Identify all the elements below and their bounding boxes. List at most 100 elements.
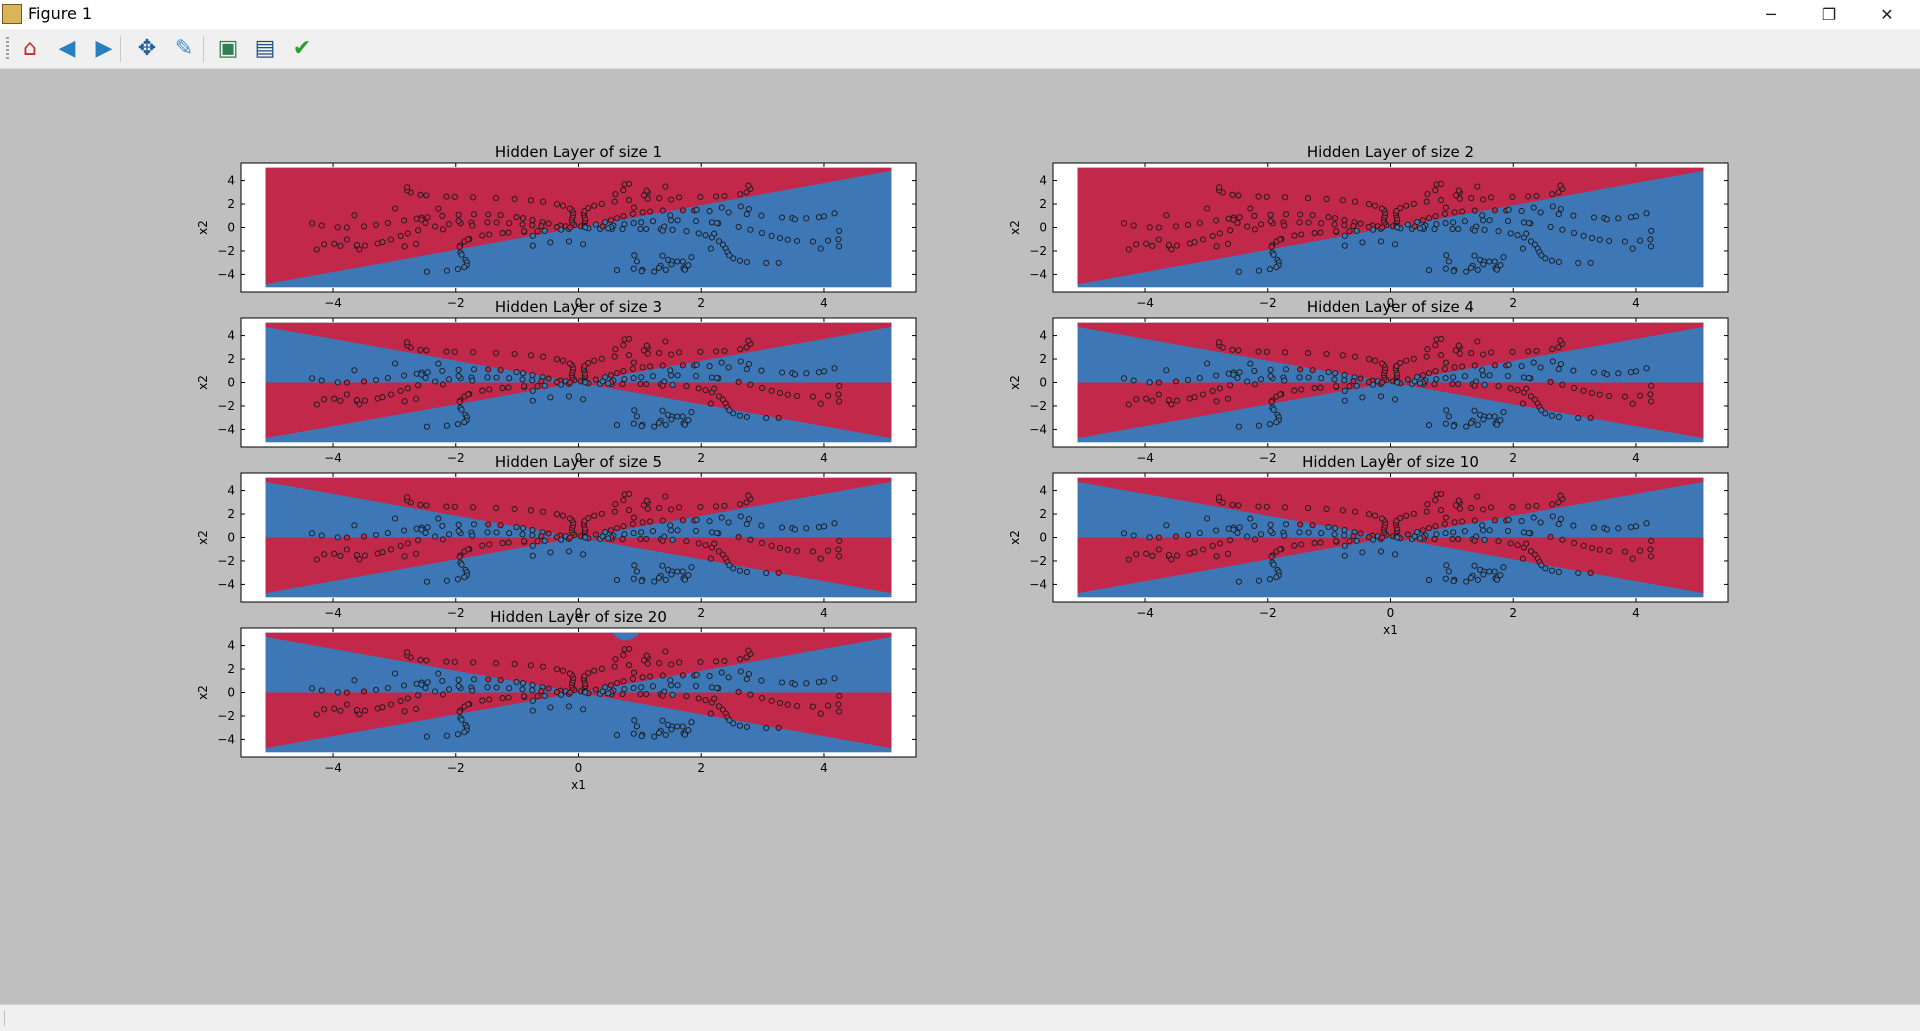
scatter-point [1341, 372, 1348, 379]
scatter-point [1523, 230, 1530, 237]
scatter-point [1431, 381, 1438, 388]
scatter-point [778, 369, 786, 376]
scatter-point [674, 372, 681, 379]
scatter-point [669, 691, 676, 698]
y-tick-label: 2 [1039, 507, 1047, 521]
x-tick-label: −2 [447, 606, 465, 620]
scatter-point [493, 374, 500, 381]
home-button[interactable]: ⌂ [16, 34, 44, 62]
scatter-point [558, 226, 565, 233]
scatter-point [1474, 493, 1481, 500]
scatter-point [659, 537, 666, 544]
close-button[interactable]: ✕ [1880, 5, 1894, 24]
scatter-point [404, 230, 411, 237]
scatter-point [735, 223, 742, 230]
scatter-point [612, 191, 619, 198]
scatter-point [835, 391, 842, 398]
scatter-point [1273, 574, 1280, 581]
scatter-point [1392, 551, 1399, 558]
scatter-point [1547, 378, 1554, 385]
scatter-point [619, 381, 626, 388]
back-button[interactable]: ◀ [53, 34, 81, 62]
zoom-button[interactable]: ✎ [170, 34, 198, 62]
scatter-point [598, 665, 605, 672]
scatter-point [655, 419, 663, 426]
scatter-point [343, 546, 350, 553]
scatter-point [1146, 534, 1153, 541]
scatter-point [1519, 400, 1526, 407]
scatter-point [638, 684, 645, 691]
scatter-point [697, 503, 704, 510]
maximize-button[interactable]: ❐ [1821, 5, 1837, 24]
scatter-point [693, 206, 700, 213]
scatter-point [506, 375, 513, 382]
scatter-point [1648, 537, 1655, 544]
scatter-point [1538, 252, 1545, 259]
scatter-point [415, 537, 422, 544]
scatter-point [647, 208, 654, 215]
pan-button[interactable]: ✥ [133, 34, 161, 62]
scatter-point [1452, 192, 1459, 199]
scatter-point [404, 494, 411, 501]
scatter-point [651, 578, 658, 585]
scatter-point [831, 365, 838, 372]
scatter-point [484, 684, 491, 691]
scatter-point [1468, 195, 1475, 202]
scatter-point [630, 730, 637, 737]
scatter-point [737, 358, 744, 365]
scatter-point [1377, 393, 1385, 400]
minimize-button[interactable]: ─ [1766, 5, 1776, 24]
scatter-point [626, 490, 633, 497]
toolbar-grip[interactable] [6, 37, 9, 61]
scatter-point [497, 677, 504, 684]
scatter-point [1282, 366, 1290, 373]
scatter-point [484, 529, 491, 536]
scatter-point [553, 201, 561, 208]
scatter-point [470, 521, 478, 528]
scatter-point [1557, 515, 1564, 523]
scatter-point [1332, 525, 1339, 532]
subplot-5: −4 −2 0 2 4 4 2 0 −2 −4 Hidden Layer of size 5 x2 [196, 453, 917, 620]
scatter-point [1445, 258, 1452, 265]
scatter-point [656, 350, 663, 357]
scatter-point [451, 348, 458, 355]
scatter-point [1341, 242, 1348, 249]
scatter-point [1263, 348, 1270, 355]
scatter-point [565, 548, 573, 555]
scatter-point [662, 576, 669, 583]
scatter-point [620, 678, 627, 685]
scatter-point [1461, 218, 1468, 225]
scatter-point [1507, 540, 1514, 547]
scatter-point [1432, 342, 1439, 349]
scatter-point [1298, 541, 1305, 548]
scatter-point [1507, 385, 1514, 392]
scatter-point [313, 401, 320, 408]
scatter-point [1149, 552, 1156, 559]
scatter-point [1547, 223, 1554, 230]
scatter-point [1480, 372, 1487, 379]
scatter-point [747, 381, 754, 388]
scatter-point [745, 515, 752, 523]
scatter-point [715, 238, 723, 245]
scatter-point [702, 542, 709, 549]
scatter-point [1575, 259, 1582, 267]
scatter-point [643, 497, 650, 504]
scatter-point [1615, 525, 1622, 532]
scatter-point [707, 245, 714, 252]
scatter-point [1525, 219, 1532, 227]
scatter-point [334, 689, 341, 696]
scatter-point [611, 198, 618, 205]
scatter-point [713, 529, 720, 537]
scatter-point [308, 375, 316, 382]
x-tick-label: −4 [1136, 451, 1154, 465]
forward-button[interactable]: ▶ [90, 34, 118, 62]
subplots-button[interactable]: ▣ [214, 34, 242, 62]
scatter-point [461, 574, 468, 581]
figure-canvas[interactable]: −4 −2 0 2 4 4 2 0 −2 −4 Hidden Layer of size 1 x2 −4… [0, 69, 1920, 1004]
save-button[interactable]: ▤ [251, 34, 279, 62]
scatter-point [1333, 383, 1340, 390]
scatter-point [1346, 538, 1353, 545]
scatter-point [1437, 352, 1445, 359]
edit-check-button[interactable]: ✔ [288, 34, 316, 62]
scatter-point [676, 194, 683, 201]
